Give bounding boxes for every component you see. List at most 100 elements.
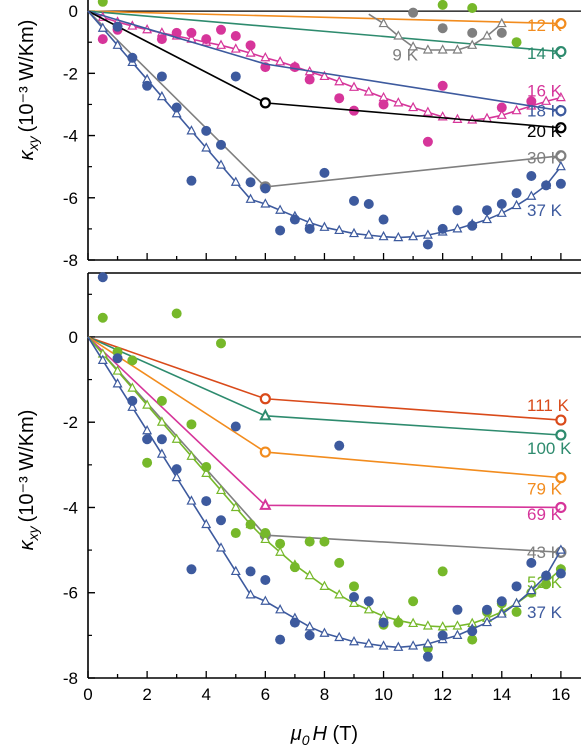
data-point — [171, 102, 182, 113]
data-point — [186, 419, 197, 430]
data-point — [171, 308, 182, 319]
data-point — [349, 635, 359, 646]
data-point — [526, 171, 537, 181]
data-point — [97, 22, 108, 32]
series-111-k: 111 K — [87, 336, 570, 426]
data-point — [259, 393, 271, 405]
data-point — [245, 177, 256, 188]
data-point — [171, 471, 182, 482]
data-point — [275, 634, 286, 645]
data-point — [555, 472, 567, 484]
data-point — [97, 34, 108, 45]
series-16-k-points — [97, 24, 537, 147]
data-point — [452, 44, 463, 54]
data-point — [334, 631, 345, 642]
data-point — [555, 178, 566, 189]
data-point — [363, 86, 374, 96]
x-tick-label: 8 — [320, 685, 329, 704]
data-point — [289, 562, 300, 573]
series-label: 69 K — [527, 505, 563, 524]
series-line — [368, 13, 503, 51]
x-tick-label: 0 — [83, 685, 92, 704]
series-label: 100 K — [527, 439, 572, 458]
x-axis-unit: (T) — [327, 723, 358, 745]
data-point — [422, 44, 433, 54]
data-point — [230, 528, 241, 539]
data-point — [304, 536, 315, 547]
data-point — [156, 434, 167, 445]
data-point — [260, 528, 271, 539]
data-point — [467, 27, 478, 38]
data-point — [526, 96, 537, 107]
data-point — [275, 546, 286, 556]
data-point — [349, 592, 359, 602]
data-point — [230, 176, 241, 186]
data-point — [496, 596, 507, 607]
series-label: 18 K — [527, 102, 563, 121]
series-9-k-points — [408, 7, 507, 38]
data-point — [216, 39, 226, 49]
data-point — [230, 565, 241, 576]
data-point — [467, 3, 478, 13]
y-axis-subscript: xy — [25, 135, 41, 151]
data-point — [289, 214, 300, 225]
data-point — [378, 214, 389, 225]
data-point — [127, 401, 138, 411]
x-tick-label: 16 — [551, 685, 570, 704]
y-tick-label: -4 — [63, 127, 78, 146]
data-point — [216, 139, 226, 150]
x-tick-label: 12 — [433, 685, 452, 704]
data-point — [526, 584, 537, 595]
data-point — [511, 104, 522, 115]
data-point — [230, 501, 241, 512]
data-point — [334, 589, 345, 599]
data-point — [334, 557, 345, 568]
series-37-k-points — [97, 272, 566, 662]
data-point — [201, 496, 212, 507]
data-point — [408, 7, 419, 18]
data-point — [378, 230, 389, 241]
data-point — [259, 408, 272, 421]
series-label: 14 K — [527, 44, 563, 63]
data-point — [142, 80, 153, 91]
data-point — [171, 464, 182, 475]
series-line — [87, 10, 561, 129]
series-label: 43 K — [527, 543, 563, 562]
data-point — [127, 52, 138, 63]
data-point — [334, 93, 345, 104]
data-point — [349, 581, 359, 592]
data-point — [186, 564, 197, 575]
data-point — [112, 365, 123, 375]
y-tick-label: -6 — [63, 584, 78, 603]
data-point — [260, 198, 271, 208]
data-point — [230, 71, 241, 82]
data-point — [452, 223, 463, 233]
series-line — [87, 336, 561, 421]
data-point — [260, 52, 271, 62]
data-point — [496, 608, 507, 618]
data-point — [555, 45, 567, 58]
data-point — [319, 221, 330, 231]
data-point — [319, 70, 330, 81]
data-point — [186, 125, 197, 135]
data-point — [142, 457, 153, 468]
data-point — [171, 433, 182, 443]
data-point — [363, 604, 374, 614]
data-point — [452, 629, 463, 639]
data-point — [259, 97, 271, 109]
y-axis-units: (10⁻³ W/Km) — [16, 20, 38, 133]
data-point — [422, 651, 433, 662]
data-point — [201, 518, 212, 529]
data-point — [230, 31, 241, 41]
x-axis-title: μ0 H (T) — [290, 723, 358, 748]
y-tick-label: 0 — [69, 2, 78, 21]
data-point — [216, 24, 226, 35]
data-point — [142, 424, 153, 435]
data-point — [289, 62, 300, 73]
data-point — [408, 230, 419, 241]
x-tick-label: 10 — [374, 685, 393, 704]
x-axis-rest: H (T) — [313, 723, 359, 745]
data-point — [467, 39, 478, 49]
data-point — [156, 448, 167, 458]
